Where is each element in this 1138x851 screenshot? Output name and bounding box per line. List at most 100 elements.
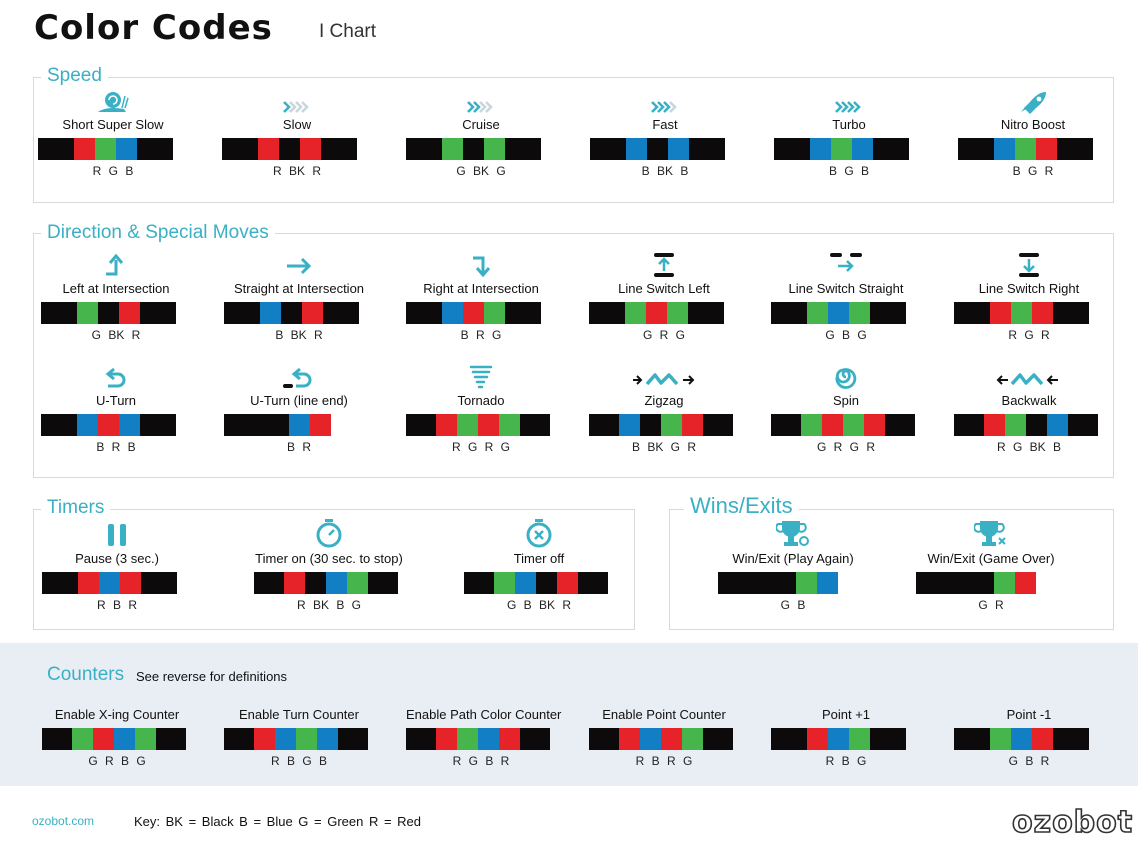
backwalk-icon [954,364,1104,390]
color-code-strip [589,414,739,436]
strip-black-start [406,728,436,750]
page-subtitle: I Chart [319,21,377,42]
color-segment-g [1005,414,1026,436]
color-segment-g [796,572,817,594]
strip-black-end [156,728,186,750]
arrow-right-icon [224,252,374,278]
color-segment-g [484,302,505,324]
code-name: Enable X-ing Counter [54,707,180,722]
code-card-zigzag: Zigzag B BK G R [589,364,739,454]
strip-black-start [41,302,77,324]
strip-black-start [589,728,619,750]
code-letters: G R G R [816,440,875,454]
color-segment-r [661,728,682,750]
color-segment-g [1015,138,1036,160]
code-card-timer-off: Timer off G B BK R [464,519,614,612]
code-letters: R G B R [452,754,510,768]
color-segment-bk [279,138,300,160]
page-title: Color Codes [34,8,273,48]
code-name: Short Super Slow [62,117,164,132]
color-segment-b [442,302,463,324]
color-segment-r [120,572,141,594]
strip-black-end [870,302,906,324]
direction-section-label: Direction & Special Moves [41,222,275,244]
color-segment-b [810,138,831,160]
color-segment-b [626,138,647,160]
code-card-enable-path-color-counter: Enable Path Color Counter R G B R [406,704,561,768]
footer-url-link[interactable]: ozobot.com [32,814,95,828]
color-segment-b [668,138,689,160]
color-segment-g [95,138,116,160]
color-segment-b [828,302,849,324]
strip-black-end [1053,728,1089,750]
color-segment-r [284,572,305,594]
strip-black-start [958,138,994,160]
code-name: Nitro Boost [1000,117,1066,132]
color-segment-r [93,728,114,750]
color-segment-r [258,138,279,160]
code-card-pause-3-sec: Pause (3 sec.) R B R [42,522,192,612]
color-segment-g [1011,302,1032,324]
strip-black-start [41,414,77,436]
color-segment-r [984,414,1005,436]
code-card-short-super-slow: Short Super Slow R G B [38,88,188,178]
chevrons-2-icon [406,88,556,114]
strip-black-end [140,414,176,436]
strip-black-start [222,138,258,160]
color-segment-g [484,138,505,160]
code-name: Timer off [513,551,565,566]
code-name: Point -1 [1006,707,1052,722]
code-name: Cruise [462,117,500,132]
color-segment-bk [98,302,119,324]
strip-black-end [505,138,541,160]
chevrons-4-icon [774,88,924,114]
color-segment-g [661,414,682,436]
color-segment-g [994,572,1015,594]
code-card-slow: Slow R BK R [222,88,372,178]
color-segment-b [817,572,838,594]
color-code-strip [589,302,739,324]
line-switch-left-icon [589,252,739,278]
code-name: Line Switch Right [978,281,1080,296]
color-segment-bk [463,138,484,160]
color-segment-r [1032,302,1053,324]
color-segment-g [667,302,688,324]
code-letters: B BK B [641,164,689,178]
color-segment-g [442,138,463,160]
code-letters: R B R G [635,754,693,768]
strip-black-end [321,138,357,160]
timers-section-label: Timers [41,497,111,519]
color-segment-r [1015,572,1036,594]
strip-black-start [589,414,619,436]
code-letters: B G R [1012,164,1054,178]
color-code-strip [589,728,739,750]
code-letters: G R G [642,328,685,342]
strip-black-end [1068,414,1098,436]
code-name: Left at Intersection [62,281,170,296]
code-name: Right at Intersection [423,281,539,296]
strip-black-end [1053,302,1089,324]
code-card-nitro-boost: Nitro Boost B G R [958,88,1108,178]
pause-icon [42,522,192,548]
color-segment-b [515,572,536,594]
color-segment-r [1032,728,1053,750]
code-name: Point +1 [821,707,871,722]
trophy-replay-icon [718,521,868,548]
code-letters: B R B [96,440,136,454]
code-card-tornado: Tornado R G R G [406,364,556,454]
color-code-strip [41,414,191,436]
color-code-strip [42,728,192,750]
code-name: Straight at Intersection [233,281,365,296]
color-segment-r [619,728,640,750]
strip-black-end [137,138,173,160]
color-segment-b [77,414,98,436]
color-segment-g [807,302,828,324]
code-letters: G B R [1008,754,1050,768]
code-letters: R BK R [272,164,321,178]
code-name: Slow [282,117,312,132]
color-code-strip [406,728,556,750]
code-name: Tornado [457,393,505,408]
code-card-win-exit-play-again: Win/Exit (Play Again) G B [718,521,868,612]
counters-section [0,643,1138,786]
color-segment-g [347,572,368,594]
